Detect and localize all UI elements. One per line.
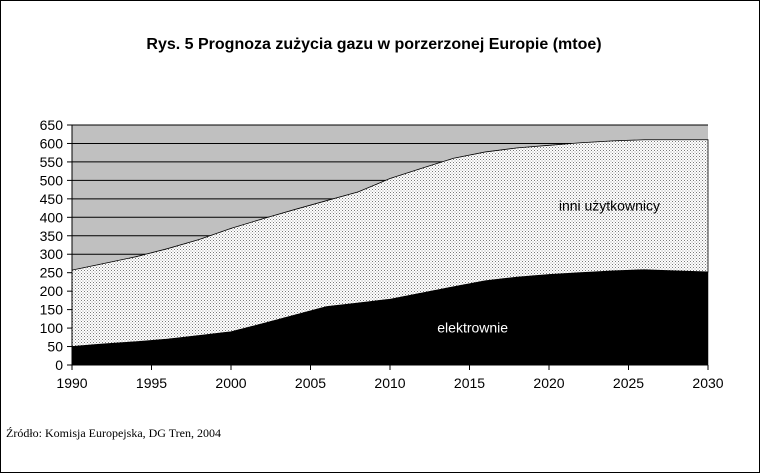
y-tick-label-650: 650 xyxy=(40,117,64,133)
chart-title: Rys. 5 Prognoza zużycia gazu w porzerzon… xyxy=(146,36,601,53)
source-note: Źródło: Komisja Europejska, DG Tren, 200… xyxy=(6,426,221,440)
x-tick-label-2030: 2030 xyxy=(692,375,723,391)
y-tick-label-400: 400 xyxy=(40,209,64,225)
label-inni-uzytkownicy: inni użytkownicy xyxy=(559,198,660,214)
x-tick-label-2015: 2015 xyxy=(454,375,485,391)
y-tick-label-500: 500 xyxy=(40,172,64,188)
y-tick-label-0: 0 xyxy=(55,357,63,373)
y-axis-ticks: 0 50 100 150 200 250 300 350 400 450 500 550 600 650 xyxy=(40,117,72,373)
y-tick-label-600: 600 xyxy=(40,135,64,151)
y-tick-label-550: 550 xyxy=(40,154,64,170)
area-labels: elektrownie inni użytkownicy xyxy=(437,198,660,336)
x-tick-label-2010: 2010 xyxy=(374,375,405,391)
label-elektrownie: elektrownie xyxy=(437,320,508,336)
x-tick-label-2005: 2005 xyxy=(295,375,326,391)
y-tick-label-300: 300 xyxy=(40,246,64,262)
y-tick-label-100: 100 xyxy=(40,320,64,336)
y-tick-label-350: 350 xyxy=(40,228,64,244)
area-inni-uzytkownicy xyxy=(71,139,709,347)
x-tick-label-1995: 1995 xyxy=(136,375,167,391)
y-tick-label-150: 150 xyxy=(40,302,64,318)
y-tick-label-200: 200 xyxy=(40,283,64,299)
x-axis-ticks: 1990 1995 2000 2005 2010 2015 2020 2025 2030 xyxy=(56,365,724,391)
y-tick-label-50: 50 xyxy=(47,339,63,355)
x-tick-label-2025: 2025 xyxy=(613,375,644,391)
y-tick-label-250: 250 xyxy=(40,265,64,281)
x-tick-label-1990: 1990 xyxy=(56,375,87,391)
y-tick-label-450: 450 xyxy=(40,191,64,207)
x-tick-label-2020: 2020 xyxy=(533,375,564,391)
stacked-areas xyxy=(71,139,709,366)
x-tick-label-2000: 2000 xyxy=(215,375,246,391)
